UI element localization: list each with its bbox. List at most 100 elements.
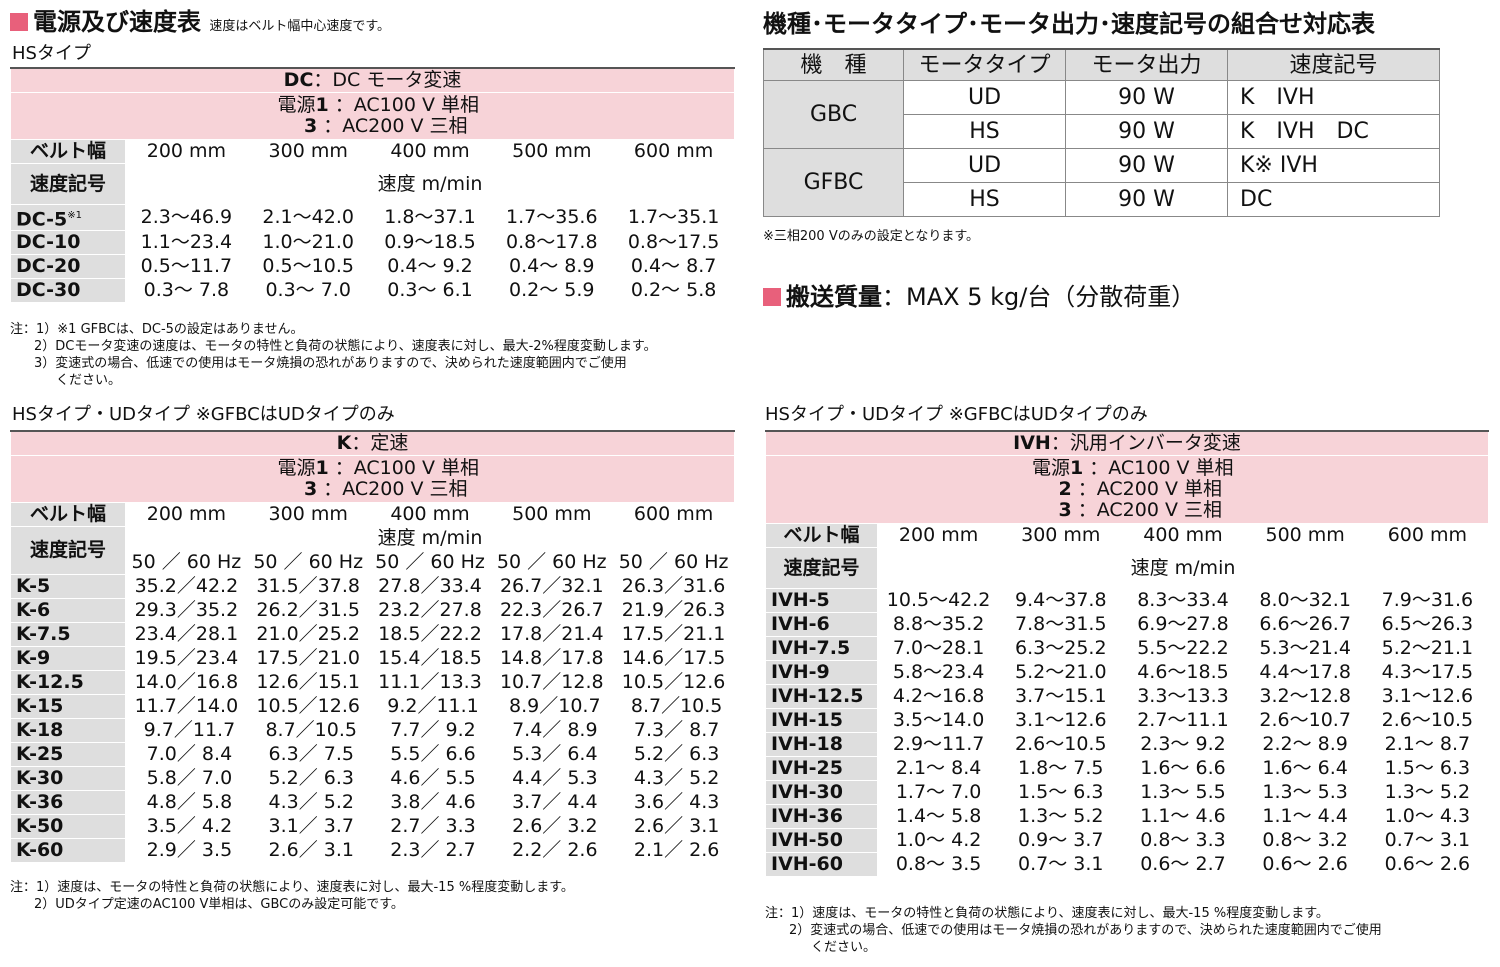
k-type-label: HSタイプ・UDタイプ ※GFBCはUDタイプのみ [12, 404, 395, 425]
ivh-speed-value: 3.2～12.8 [1243, 684, 1367, 709]
ivh-speed-code: IVH-9 [765, 660, 878, 685]
ivh-speed-value: 2.2～ 8.9 [1243, 732, 1367, 757]
ivh-speed-value: 0.8～ 3.5 [876, 852, 1001, 877]
ivh-speed-value: 4.4～17.8 [1243, 660, 1367, 685]
ivh-speed-value: 1.3～ 5.3 [1243, 780, 1367, 805]
combo-row: GFBC UD 90 W K※ IVH [763, 148, 1440, 217]
dc-belt-label: ベルト幅 [10, 139, 126, 164]
k-hz-header: 50 ／ 60 Hz [125, 550, 248, 575]
dc-speed-code: DC-10 [10, 230, 126, 256]
k-speed-value: 35.2／42.2 [125, 574, 248, 599]
k-speed-unit: 速度 m/min [125, 526, 735, 551]
combo-type: HS [903, 114, 1066, 149]
ivh-power-number: 2 [1058, 478, 1072, 500]
dc-note-4: ください。 [56, 373, 122, 388]
k-speed-value: 2.2／ 2.6 [490, 838, 614, 863]
k-speed-value: 12.6／15.1 [246, 670, 370, 695]
dc-banner: DC：DC モータ変速 [10, 67, 735, 93]
k-speed-value: 3.8／ 4.6 [368, 790, 492, 815]
dc-note-3: 3）変速式の場合、低速での使用はモータ焼損の恐れがありますので、決められた速度範… [34, 356, 627, 371]
k-data-row: K-7.5 23.4／28.1 21.0／25.2 18.5／22.2 17.8／21.… [10, 622, 735, 647]
ivh-speed-value: 3.1～12.6 [999, 708, 1123, 733]
ivh-note-1: 注：1）速度は、モータの特性と負荷の状態により、速度表に対し、最大-15 %程度… [765, 906, 1329, 921]
k-hz-header: 50 ／ 60 Hz [368, 550, 492, 575]
k-power-list: 電源 1 ：AC100 V 単相 3 ：AC200 V 三相 [278, 458, 480, 500]
k-speed-value: 14.0／16.8 [125, 670, 248, 695]
ivh-speed-value: 1.5～ 6.3 [1365, 756, 1490, 781]
k-speed-code-text: K-30 [16, 767, 64, 789]
combo-header-output: モータ出力 [1065, 48, 1228, 81]
k-width-header: 200 mm [125, 502, 248, 527]
k-speed-code: K-25 [10, 742, 126, 767]
dc-speed-value: 1.7～35.1 [612, 203, 735, 232]
dc-speed-code: DC-5※1 [10, 203, 126, 232]
k-speed-value: 5.8／ 7.0 [125, 766, 248, 791]
ivh-banner-row: IVH：汎用インバータ変速 [765, 430, 1489, 456]
ivh-speed-code: IVH-60 [765, 852, 878, 877]
k-data-row: K-50 3.5／ 4.2 3.1／ 3.7 2.7／ 3.3 2.6／ 3.2… [10, 814, 735, 839]
ivh-speed-value: 7.9～31.6 [1365, 588, 1490, 613]
k-speed-code-text: K-12.5 [16, 671, 84, 693]
k-speed-value: 2.7／ 3.3 [368, 814, 492, 839]
k-speed-value: 7.0／ 8.4 [125, 742, 248, 767]
combo-type: UD [903, 80, 1066, 115]
ivh-speed-value: 4.2～16.8 [876, 684, 1001, 709]
ivh-speed-code: IVH-25 [765, 756, 878, 781]
ivh-data-row: IVH-36 1.4～ 5.8 1.3～ 5.2 1.1～ 4.6 1.1～ 4.4 1.… [765, 804, 1490, 829]
k-data-row: K-9 19.5／23.4 17.5／21.0 15.4／18.5 14.8／17.8 1… [10, 646, 735, 671]
dc-speed-value: 0.8～17.8 [490, 230, 614, 256]
dc-speed-value: 1.1～23.4 [125, 230, 248, 256]
k-speed-value: 10.7／12.8 [490, 670, 614, 695]
ivh-speed-value: 2.1～ 8.4 [876, 756, 1001, 781]
dc-power-line: 電源 1 ：AC100 V 単相 [278, 95, 480, 116]
k-width-header: 400 mm [368, 502, 492, 527]
k-speed-value: 8.7／10.5 [612, 694, 735, 719]
conveyed-mass-value: ：MAX 5 kg/台（分散荷重） [882, 283, 1196, 311]
ivh-data-row: IVH-25 2.1～ 8.4 1.8～ 7.5 1.6～ 6.6 1.6～ 6.4 1.… [765, 756, 1490, 781]
dc-banner-row: DC：DC モータ変速 [10, 67, 735, 93]
ivh-speed-code-text: IVH-60 [771, 853, 844, 875]
power-speed-title: 電源及び速度表 速度はベルト幅中心速度です。 [10, 8, 390, 41]
k-data-row: K-15 11.7／14.0 10.5／12.6 9.2／11.1 8.9／10.7… [10, 694, 735, 719]
dc-notes: 注：1）※1 GFBCは、DC-5の設定はありません。 2）DCモータ変速の速度… [10, 321, 657, 389]
k-data-row: K-30 5.8／ 7.0 5.2／ 6.3 4.6／ 5.5 4.4／ 5.3… [10, 766, 735, 791]
k-note-1: 注：1）速度は、モータの特性と負荷の状態により、速度表に対し、最大-15 %程度… [10, 880, 574, 895]
ivh-speed-value: 6.5～26.3 [1365, 612, 1490, 637]
k-speed-value: 11.7／14.0 [125, 694, 248, 719]
ivh-data-row: IVH-18 2.9～11.7 2.6～10.5 2.3～ 9.2 2.2～ 8.9 2.… [765, 732, 1490, 757]
k-power-label [278, 479, 304, 500]
ivh-power-label [1032, 479, 1058, 500]
k-data-row: K-6 29.3／35.2 26.2／31.5 23.2／27.8 22.3／26.7 2… [10, 598, 735, 623]
combo-model-gfbc: GFBC [763, 148, 904, 217]
k-power: 電源 1 ：AC100 V 単相 3 ：AC200 V 三相 [10, 455, 735, 503]
k-notes: 注：1）速度は、モータの特性と負荷の状態により、速度表に対し、最大-15 %程度… [10, 879, 574, 913]
k-speed-value: 21.0／25.2 [246, 622, 370, 647]
k-speed-value: 21.9／26.3 [612, 598, 735, 623]
k-hz-header: 50 ／ 60 Hz [246, 550, 370, 575]
ivh-speed-value: 1.8～ 7.5 [999, 756, 1123, 781]
k-speed-value: 31.5／37.8 [246, 574, 370, 599]
k-speed-code: K-18 [10, 718, 126, 743]
dc-speed-value: 0.2～ 5.8 [612, 278, 735, 304]
k-speed-value: 9.7／11.7 [125, 718, 248, 743]
ivh-belt-label: ベルト幅 [765, 523, 878, 548]
ivh-power-line: 2 ：AC200 V 単相 [1032, 479, 1222, 500]
ivh-speed-code: IVH-18 [765, 732, 878, 757]
dc-note-1: 注：1）※1 GFBCは、DC-5の設定はありません。 [10, 322, 304, 337]
ivh-speed-code-text: IVH-9 [771, 661, 830, 683]
dc-speed-value: 2.1～42.0 [246, 203, 370, 232]
dc-width-header: 500 mm [490, 139, 614, 164]
combo-title: 機種･モータタイプ･モータ出力･速度記号の組合せ対応表 [763, 10, 1375, 38]
dc-width-header: 400 mm [368, 139, 492, 164]
k-speed-value: 2.1／ 2.6 [612, 838, 735, 863]
ivh-speed-value: 8.3～33.4 [1121, 588, 1245, 613]
k-speed-value: 2.6／ 3.1 [612, 814, 735, 839]
ivh-speed-value: 1.6～ 6.4 [1243, 756, 1367, 781]
dc-width-row: ベルト幅 200 mm 300 mm 400 mm 500 mm 600 mm [10, 139, 735, 164]
combo-model-gbc: GBC [763, 80, 904, 149]
ivh-speed-value: 1.5～ 6.3 [999, 780, 1123, 805]
k-speed-code-text: K-18 [16, 719, 64, 741]
ivh-speed-value: 1.0～ 4.2 [876, 828, 1001, 853]
power-speed-note: 速度はベルト幅中心速度です。 [209, 19, 391, 34]
k-hz-row: 50 ／ 60 Hz 50 ／ 60 Hz 50 ／ 60 Hz 50 ／ 60 Hz… [10, 550, 735, 575]
